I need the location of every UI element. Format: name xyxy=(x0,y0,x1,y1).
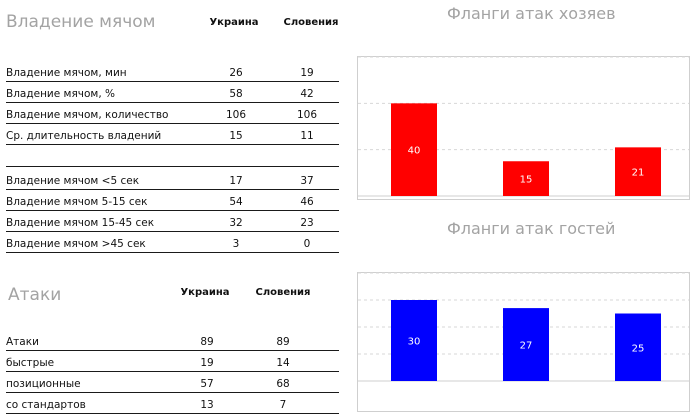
row-label: Владение мячом, % xyxy=(6,88,115,100)
data-label: 25 xyxy=(632,343,645,354)
team1-value: 58 xyxy=(229,88,243,100)
team1-value: 89 xyxy=(200,336,214,348)
bar xyxy=(503,161,549,196)
team1-value: 106 xyxy=(225,109,247,121)
team1-value: 32 xyxy=(229,217,243,229)
row-label: Владение мячом >45 сек xyxy=(6,238,146,250)
team2-value: 46 xyxy=(300,196,314,208)
team2-value: 42 xyxy=(300,88,314,100)
table-row: Владение мячом <5 сек 17 37 xyxy=(6,168,339,190)
data-label: 27 xyxy=(520,341,533,352)
attacks-team2-header: Словения xyxy=(255,287,311,298)
team1-value: 57 xyxy=(200,378,214,390)
table-row: Владение мячом 15-45 сек 32 23 xyxy=(6,210,339,232)
row-label: Ср. длительность владений xyxy=(6,130,162,142)
team1-value: 3 xyxy=(232,238,240,250)
table-row: Владение мячом >45 сек 3 0 xyxy=(6,231,339,253)
team1-value: 26 xyxy=(229,67,243,79)
team2-value: 19 xyxy=(300,67,314,79)
team2-value: 89 xyxy=(276,336,290,348)
table-row: со стандартов 13 7 xyxy=(6,392,339,414)
row-label: быстрые xyxy=(6,357,55,369)
bar xyxy=(615,147,661,196)
row-label: Владение мячом, мин xyxy=(6,67,127,79)
bar xyxy=(615,313,661,381)
row-label: Владение мячом, количество xyxy=(6,109,169,121)
bar xyxy=(391,300,437,381)
team1-value: 19 xyxy=(200,357,214,369)
bar xyxy=(391,103,437,196)
attacks-title: Атаки xyxy=(8,285,62,305)
team2-value: 11 xyxy=(300,130,314,142)
home-chart-title: Фланги атак хозяев xyxy=(447,4,616,23)
row-label: позиционные xyxy=(6,378,81,390)
team2-value: 106 xyxy=(296,109,318,121)
team2-value: 23 xyxy=(300,217,314,229)
table-row: Владение мячом, % 58 42 xyxy=(6,81,339,103)
table-row: Владение мячом, мин 26 19 xyxy=(6,60,339,82)
table-row: Владение мячом 5-15 сек 54 46 xyxy=(6,189,339,211)
team1-value: 13 xyxy=(200,399,214,411)
data-label: 15 xyxy=(520,175,533,186)
row-label: Владение мячом 5-15 сек xyxy=(6,196,148,208)
away-chart-title: Фланги атак гостей xyxy=(447,219,616,238)
table-row: Ср. длительность владений 15 11 xyxy=(6,123,339,145)
home-attack-flanks-chart: 40 15 21 xyxy=(357,56,690,200)
table-divider xyxy=(6,166,339,167)
table-row: быстрые 19 14 xyxy=(6,350,339,372)
team1-value: 17 xyxy=(229,175,243,187)
away-attack-flanks-chart: 30 27 25 xyxy=(357,272,690,412)
team2-value: 7 xyxy=(279,399,287,411)
team2-value: 14 xyxy=(276,357,290,369)
row-label: Атаки xyxy=(6,336,39,348)
row-label: со стандартов xyxy=(6,399,86,411)
team1-value: 15 xyxy=(229,130,243,142)
attacks-team1-header: Украина xyxy=(180,287,230,298)
table-row: позиционные 57 68 xyxy=(6,371,339,393)
possession-title: Владение мячом xyxy=(6,12,156,32)
team2-value: 0 xyxy=(303,238,311,250)
bar xyxy=(503,308,549,381)
team1-value: 54 xyxy=(229,196,243,208)
table-row: Владение мячом, количество 106 106 xyxy=(6,102,339,124)
team2-value: 37 xyxy=(300,175,314,187)
data-label: 21 xyxy=(632,168,645,179)
possession-team1-header: Украина xyxy=(209,17,259,28)
row-label: Владение мячом 15-45 сек xyxy=(6,217,155,229)
data-label: 40 xyxy=(408,146,421,157)
possession-team2-header: Словения xyxy=(283,17,339,28)
team2-value: 68 xyxy=(276,378,290,390)
table-row: Атаки 89 89 xyxy=(6,329,339,351)
data-label: 30 xyxy=(408,337,421,348)
row-label: Владение мячом <5 сек xyxy=(6,175,140,187)
